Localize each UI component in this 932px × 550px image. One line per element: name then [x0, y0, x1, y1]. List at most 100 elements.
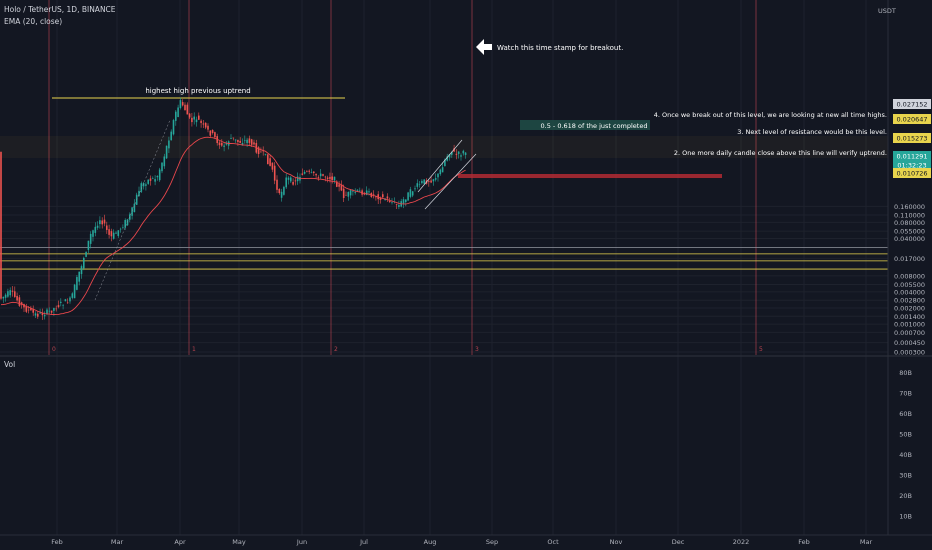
candle-body [198, 115, 200, 120]
candle-body [356, 189, 359, 191]
price-axis[interactable]: 0.1600000.1100000.0800000.0550000.040000… [894, 203, 925, 357]
candle-body [62, 305, 64, 306]
candle-body [384, 199, 386, 201]
candle-body [57, 305, 60, 308]
note-2: 2. One more daily candle close above thi… [674, 149, 887, 157]
candle-body [347, 192, 350, 197]
candle-body [313, 171, 315, 173]
candle-body [225, 143, 228, 145]
candle-body [163, 156, 166, 167]
candle-body [338, 184, 340, 187]
price-tag-bg [893, 114, 931, 124]
time-tick-label: Sep [486, 538, 498, 546]
candle-body [368, 191, 370, 193]
candle-body [193, 116, 195, 120]
candle-body [437, 173, 439, 178]
volume-tick-label: 40B [899, 451, 912, 459]
candle-body [416, 183, 419, 187]
candle-body [333, 176, 336, 181]
candle-body [156, 175, 159, 178]
candle-body [64, 299, 67, 302]
drawings [94, 119, 477, 301]
candle-body [453, 148, 455, 152]
price-tick-label: 0.000450 [894, 339, 925, 347]
candle-body [290, 177, 292, 182]
candle-body [207, 125, 209, 130]
price-tag-bg [893, 133, 931, 143]
candle-body [306, 171, 308, 172]
annotations: Watch this time stamp for breakout. highe… [145, 39, 887, 157]
candle-body [112, 232, 115, 239]
candle-body [462, 150, 465, 154]
price-tick-label: 0.001400 [894, 313, 925, 321]
candle-body [329, 177, 331, 179]
candle-body [237, 139, 239, 142]
candle-body [101, 220, 103, 225]
candle-body [158, 169, 161, 181]
price-tick-label: 0.008000 [894, 272, 925, 280]
candle-body [388, 201, 391, 203]
candle-body [283, 186, 285, 195]
price-tag-bg [893, 168, 931, 178]
price-tag-label: 01:32:23 [897, 162, 926, 170]
candle-body [441, 167, 444, 173]
candle-body [382, 194, 384, 198]
candle-body [138, 190, 140, 197]
candle-body [188, 113, 191, 118]
candle-body [60, 301, 62, 303]
candle-body [407, 192, 409, 201]
candle-body [292, 182, 294, 185]
candle-body [76, 277, 78, 290]
candle-body [386, 196, 389, 199]
candle-body [250, 139, 253, 145]
candle-body [257, 147, 260, 155]
candle-body [439, 169, 442, 175]
candle-body [131, 207, 133, 216]
candle-body [78, 271, 80, 282]
price-tag-label: 0.020647 [896, 116, 927, 124]
candle-body [409, 189, 412, 197]
candle-body [285, 177, 287, 188]
candle-body [209, 130, 212, 136]
candle-body [94, 226, 97, 233]
candle-body [152, 178, 154, 179]
channel-line-lower [424, 153, 477, 210]
time-tick-label: Nov [610, 538, 623, 546]
volume-tick-label: 30B [899, 472, 912, 480]
candle-body [110, 231, 113, 237]
candle-body [177, 107, 179, 118]
price-tick-label: 0.160000 [894, 203, 925, 211]
candle-body [149, 178, 152, 181]
time-tick-label: May [232, 538, 246, 546]
candle-body [41, 312, 44, 316]
candle-body [53, 308, 55, 311]
price-tag-label: 0.010726 [896, 170, 927, 178]
candle-body [221, 142, 223, 146]
candle-body [18, 297, 21, 306]
price-tick-label: 0.055000 [894, 228, 925, 236]
candle-body [85, 251, 87, 257]
candle-body [444, 159, 446, 167]
candle-body [273, 165, 276, 181]
candle-body [340, 184, 343, 191]
candle-body [411, 191, 414, 196]
candle-body [211, 129, 214, 133]
ema-line [0, 136, 466, 316]
volume-tick-label: 70B [899, 390, 912, 398]
price-tick-label: 0.080000 [894, 219, 925, 227]
time-axis[interactable]: Feb Mar Apr May Jun Jul Aug Sep Oct Nov Dec 2022 Feb… [51, 538, 872, 546]
candle-body [73, 284, 76, 299]
candle-body [184, 104, 186, 111]
candle-body [89, 233, 92, 244]
candle-body [69, 297, 71, 302]
candle-body [145, 184, 147, 186]
candle-body [7, 291, 9, 297]
channel-line-upper [417, 139, 463, 193]
candle-body [267, 154, 269, 165]
breakout-note: Watch this time stamp for breakout. [497, 44, 623, 52]
candle-body [30, 308, 32, 311]
candle-body [317, 177, 320, 179]
vertical-marker-label: 3 [475, 346, 479, 353]
